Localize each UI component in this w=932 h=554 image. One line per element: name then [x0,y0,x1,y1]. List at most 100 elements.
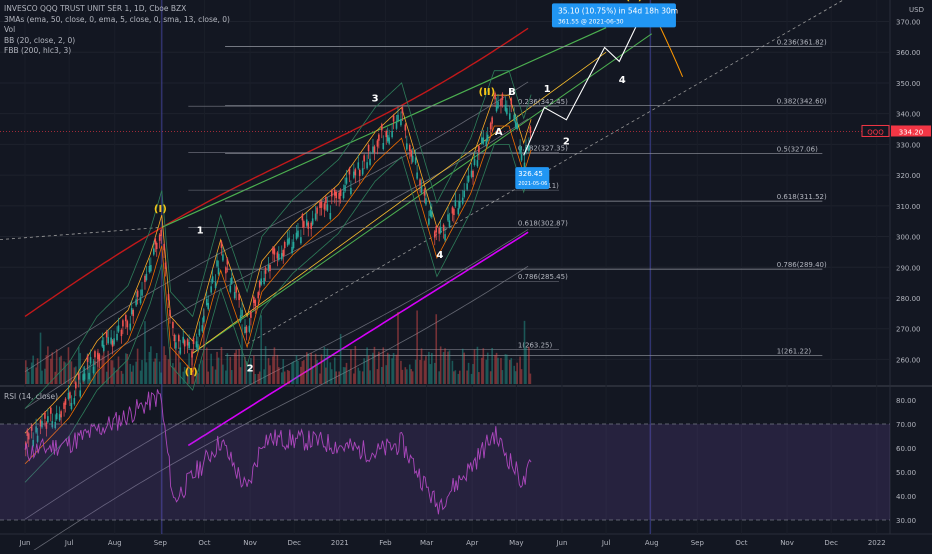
candle-body [260,278,262,285]
wave-label: (V) [626,0,643,3]
volume-bar [425,356,427,384]
projection-line [523,15,642,156]
volume-bar [528,346,530,384]
axes: 370.00360.00350.00340.00330.00320.00310.… [19,19,921,547]
volume-bar [414,359,417,384]
volume-bar [77,346,80,384]
rsi-tick-label: 50.00 [896,469,916,477]
wave-label: 3 [372,93,379,104]
volume-bar [167,359,170,384]
candle-body [416,172,418,179]
current-price-text: 334.20 [899,128,924,136]
candle-body [67,392,70,399]
volume-bar [254,373,257,384]
measure-label-line2: 361.55 @ 2021-06-30 [558,18,624,25]
candle-body [83,373,86,380]
volume-bar [244,356,246,384]
candle-body [192,337,195,345]
price-tick-label: 300.00 [896,234,921,242]
volume-bar [51,352,54,384]
volume-bar [494,355,496,384]
wave-label: B [508,87,516,98]
candle-body [82,374,84,381]
rsi-panel [0,389,890,521]
candle-body [158,234,161,241]
candle-body [303,221,305,228]
wave-label: 2 [563,136,570,147]
volume-bar [160,372,162,384]
volume-bar [525,347,527,384]
time-tick-label: Sep [154,539,168,547]
candle-body [439,226,442,234]
candle-body [175,342,177,349]
legend-title[interactable]: INVESCO QQQ TRUST UNIT SER 1, 1D, Cboe B… [4,4,187,13]
candle-body [144,275,146,283]
candle-body [241,309,243,316]
candle-body [385,130,388,138]
candle-body [361,168,364,175]
volume-bar [141,360,143,384]
rsi-line [24,389,532,515]
candle-body [32,440,34,447]
volume-bar [267,358,270,384]
candle-body [207,303,210,310]
candle-body [428,218,430,225]
volume-bar [125,353,127,384]
volume-bar [220,347,223,384]
price-tick-label: 340.00 [896,111,921,119]
legend-fbb[interactable]: FBB (200, hlc3, 3) [4,46,72,55]
volume-bar [453,371,455,384]
candle-body [401,107,404,114]
volume-bar [419,359,421,384]
volume-bar [54,371,57,384]
volume-bar [26,367,29,384]
candle-body [169,309,171,316]
time-tick-label: Apr [466,539,478,547]
candle-body [472,170,474,178]
candle-body [64,398,67,405]
legend-3mas[interactable]: 3MAs (ema, 50, close, 0, ema, 5, close, … [4,14,230,24]
volume-bar [207,371,210,384]
candle-body [160,229,162,237]
candle-body [519,146,521,153]
legend-bb[interactable]: BB (20, close, 2, 0) [4,35,76,45]
volume-bar [457,373,460,384]
rsi-legend[interactable]: RSI (14, close) [4,392,59,401]
measure-label-line1: 35.10 (10.75%) in 54d 18h 30m [558,6,678,15]
volume-bar [116,370,118,384]
candle-body [139,297,142,304]
candle-body [89,357,92,364]
volume-bar [305,352,308,384]
ma-200-line [187,231,529,447]
candle-body [163,244,165,251]
volume-bar [369,370,371,384]
currency-label[interactable]: USD [909,6,924,14]
volume-bar [373,346,376,384]
candle-body [86,355,89,362]
candle-body [291,246,293,254]
price-tick-label: 260.00 [896,356,921,364]
candle-body [506,108,508,115]
candle-body [182,336,185,343]
price-tick-label: 280.00 [896,295,921,303]
fib-label-right: 1(261.22) [777,348,812,356]
candle-body [70,402,73,410]
volume-bar [201,360,204,384]
bb-upper [24,70,532,409]
volume-bar [458,370,461,384]
legend-vol[interactable]: Vol [4,25,16,34]
rsi-tick-label: 40.00 [896,493,916,501]
candle-body [164,262,167,269]
volume-bar [280,372,283,384]
candle-body [198,329,201,336]
volume-bar [136,348,139,384]
volume-bar [506,354,508,384]
candle-body [126,321,129,328]
candle-body [283,241,286,249]
volume-bar [410,369,413,384]
candle-body [305,219,308,226]
volume-bar [454,370,457,384]
candle-body [438,227,440,234]
